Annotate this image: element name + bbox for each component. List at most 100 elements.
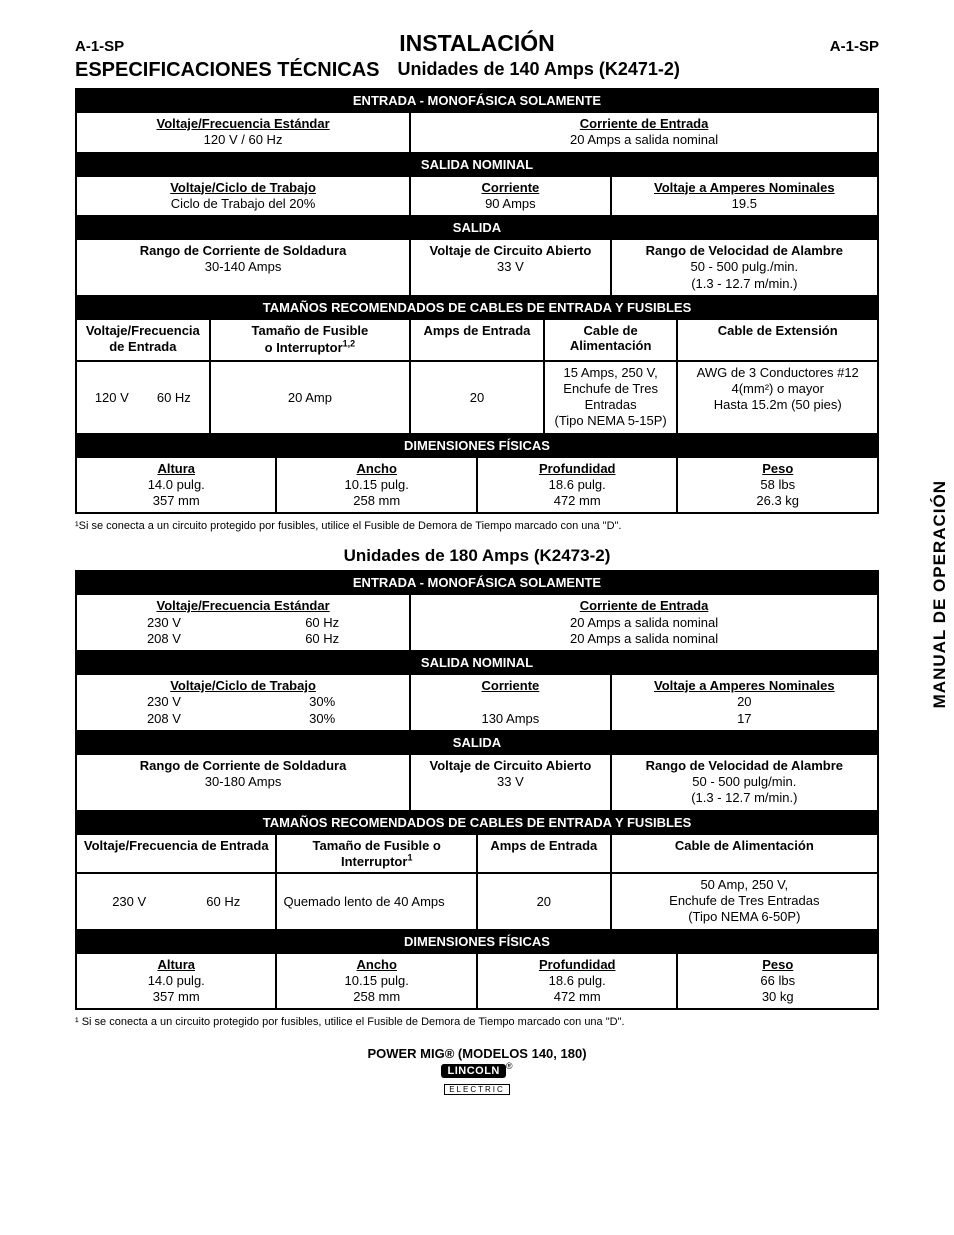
val-ampsent-180: 20: [477, 873, 611, 930]
val-wfs2-180: (1.3 - 12.7 m/min.): [691, 790, 797, 805]
val-w1-180: 10.15 pulg.: [345, 973, 409, 988]
spec-heading: ESPECIFICACIONES TÉCNICAS: [75, 59, 379, 82]
val-cord1-180: 50 Amp, 250 V,: [700, 877, 788, 892]
val-vf2b-180: 60 Hz: [245, 631, 400, 647]
header-left: A-1-SP: [75, 38, 124, 55]
lbl-corriente-180: Corriente: [481, 678, 539, 693]
table-140: ENTRADA - MONOFÁSICA SOLAMENTE Voltaje/F…: [75, 88, 879, 514]
footer-model: POWER MIG® (MODELOS 140, 180): [75, 1046, 879, 1061]
lbl-wfs: Rango de Velocidad de Alambre: [646, 243, 843, 258]
val-w1-140: 10.15 pulg.: [345, 477, 409, 492]
lbl-amps-ent: Amps de Entrada: [410, 319, 544, 361]
val-ocv-180: 33 V: [497, 774, 524, 789]
spec-title-row: ESPECIFICACIONES TÉCNICAS Unidades de 14…: [75, 59, 879, 82]
hdr-salida-nom-180: SALIDA NOMINAL: [76, 651, 878, 674]
val-wt2-140: 26.3 kg: [756, 493, 799, 508]
val-corriente-180: 130 Amps: [481, 711, 539, 726]
lbl-rcs-180: Rango de Corriente de Soldadura: [140, 758, 347, 773]
lbl-ancho: Ancho: [357, 461, 397, 476]
val-van1-180: 20: [737, 694, 751, 709]
lbl-prof-180: Profundidad: [539, 957, 616, 972]
lbl-ocv: Voltaje de Circuito Abierto: [429, 243, 591, 258]
val-ciclo-140: Ciclo de Trabajo del 20%: [171, 196, 316, 211]
header-right: A-1-SP: [830, 38, 879, 55]
lbl-altura: Altura: [157, 461, 195, 476]
lbl-altura-180: Altura: [157, 957, 195, 972]
lbl-cable-alim: Cable de Alimentación: [544, 319, 678, 361]
val-c1b-180: 30%: [245, 694, 400, 710]
val-h1-180: 14.0 pulg.: [148, 973, 205, 988]
hdr-entrada-180: ENTRADA - MONOFÁSICA SOLAMENTE: [76, 571, 878, 594]
val-vfiv-140: 120 V: [83, 390, 141, 405]
lbl-vf-std: Voltaje/Frecuencia Estándar: [156, 116, 329, 131]
lbl-vfi-180: Voltaje/Frecuencia de Entrada: [84, 838, 269, 853]
lbl-van: Voltaje a Amperes Nominales: [654, 180, 835, 195]
val-h1-140: 14.0 pulg.: [148, 477, 205, 492]
lbl-vfi-a: Voltaje/Frecuencia: [86, 323, 200, 338]
val-corriente-140: 90 Amps: [485, 196, 536, 211]
lbl-corr-ent: Corriente de Entrada: [580, 116, 709, 131]
unit-140-title: Unidades de 140 Amps (K2471-2): [397, 59, 679, 82]
val-h2-140: 357 mm: [153, 493, 200, 508]
val-rcs-180: 30-180 Amps: [205, 774, 282, 789]
val-vf1b-180: 60 Hz: [245, 615, 400, 631]
lbl-prof: Profundidad: [539, 461, 616, 476]
footer: POWER MIG® (MODELOS 140, 180) LINCOLN® E…: [75, 1046, 879, 1097]
val-cord3-180: (Tipo NEMA 6-50P): [688, 909, 800, 924]
table-180: ENTRADA - MONOFÁSICA SOLAMENTE Voltaje/F…: [75, 570, 879, 1010]
val-w2-140: 258 mm: [353, 493, 400, 508]
hdr-entrada-140: ENTRADA - MONOFÁSICA SOLAMENTE: [76, 89, 878, 112]
val-vfihz-180: 60 Hz: [178, 894, 268, 909]
logo-bottom: ELECTRIC: [444, 1084, 510, 1095]
val-d1-180: 18.6 pulg.: [549, 973, 606, 988]
logo-top: LINCOLN: [441, 1064, 505, 1078]
lbl-vfi-b: de Entrada: [109, 339, 176, 354]
val-cord3-140: (Tipo NEMA 5-15P): [555, 413, 667, 428]
val-rcs-140: 30-140 Amps: [205, 259, 282, 274]
val-van-140: 19.5: [732, 196, 757, 211]
lbl-vc: Voltaje/Ciclo de Trabajo: [170, 180, 316, 195]
hdr-dim-180: DIMENSIONES FÍSICAS: [76, 930, 878, 953]
val-wt1-180: 66 lbs: [760, 973, 795, 988]
val-d2-140: 472 mm: [554, 493, 601, 508]
val-van2-180: 17: [737, 711, 751, 726]
page: A-1-SP INSTALACIÓN A-1-SP ESPECIFICACION…: [0, 0, 954, 1127]
val-wfs1-140: 50 - 500 pulg./min.: [690, 259, 798, 274]
val-vfihz-140: 60 Hz: [145, 390, 203, 405]
lbl-cable-ext: Cable de Extensión: [677, 319, 878, 361]
lbl-peso-180: Peso: [762, 957, 793, 972]
hdr-tamanos-140: TAMAÑOS RECOMENDADOS DE CABLES DE ENTRAD…: [76, 296, 878, 319]
val-h2-180: 357 mm: [153, 989, 200, 1004]
val-d2-180: 472 mm: [554, 989, 601, 1004]
footnote-140: ¹Si se conecta a un circuito protegido p…: [75, 520, 879, 532]
lbl-ancho-180: Ancho: [357, 957, 397, 972]
hdr-dim-140: DIMENSIONES FÍSICAS: [76, 434, 878, 457]
lbl-vc-180: Voltaje/Ciclo de Trabajo: [170, 678, 316, 693]
val-c2b-180: 30%: [245, 711, 400, 727]
val-ocv-140: 33 V: [497, 259, 524, 274]
val-wt1-140: 58 lbs: [760, 477, 795, 492]
lbl-rcs: Rango de Corriente de Soldadura: [140, 243, 347, 258]
val-vf1a-180: 230 V: [87, 615, 242, 631]
hdr-salida-180: SALIDA: [76, 731, 878, 754]
lbl-corriente: Corriente: [481, 180, 539, 195]
val-d1-140: 18.6 pulg.: [549, 477, 606, 492]
val-wt2-180: 30 kg: [762, 989, 794, 1004]
lbl-fuse-a: Tamaño de Fusible: [252, 323, 369, 338]
val-vfiv-180: 230 V: [84, 894, 174, 909]
side-tab: MANUAL DE OPERACIÓN: [926, 470, 954, 718]
lbl-amps-ent-180: Amps de Entrada: [477, 834, 611, 873]
val-corr-ent2-180: 20 Amps a salida nominal: [570, 631, 718, 646]
val-corr-ent-140: 20 Amps a salida nominal: [570, 132, 718, 147]
hdr-salida-140: SALIDA: [76, 216, 878, 239]
lbl-fuse-b: o Interruptor1,2: [265, 340, 356, 355]
val-c1a-180: 230 V: [87, 694, 242, 710]
val-c2a-180: 208 V: [87, 711, 242, 727]
hdr-tamanos-180: TAMAÑOS RECOMENDADOS DE CABLES DE ENTRAD…: [76, 811, 878, 834]
val-wfs2-140: (1.3 - 12.7 m/min.): [691, 276, 797, 291]
unit-180-title: Unidades de 180 Amps (K2473-2): [75, 546, 879, 566]
lbl-cable-alim-180: Cable de Alimentación: [611, 834, 878, 873]
val-w2-180: 258 mm: [353, 989, 400, 1004]
val-wfs1-180: 50 - 500 pulg/min.: [692, 774, 796, 789]
val-cord1-140: 15 Amps, 250 V,: [564, 365, 658, 380]
